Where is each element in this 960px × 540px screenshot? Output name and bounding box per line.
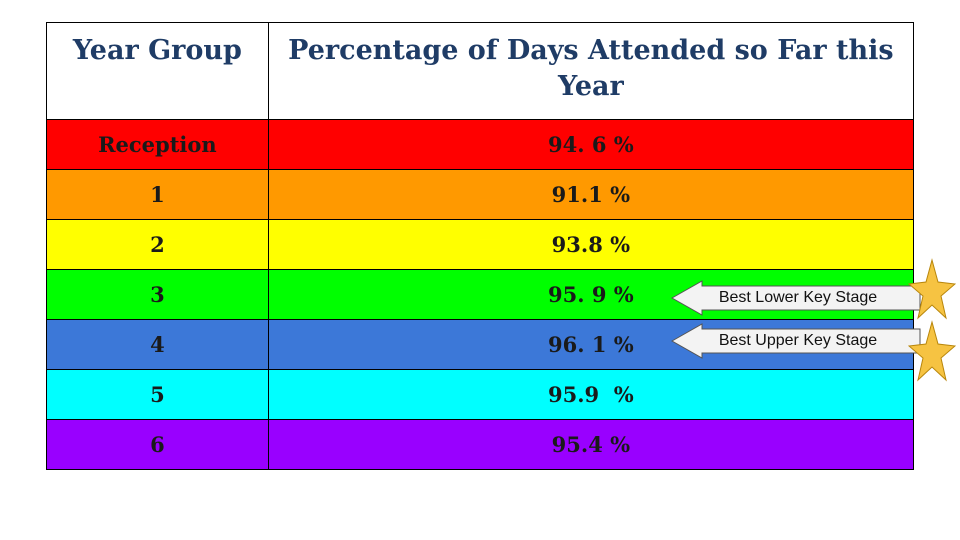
table-row: 5 95.9 % xyxy=(47,370,914,420)
best-lower-key-stage-callout: Best Lower Key Stage xyxy=(670,280,922,316)
table-row: Reception 94. 6 % xyxy=(47,120,914,170)
year-group-cell: 3 xyxy=(47,270,269,320)
table-row: 2 93.8 % xyxy=(47,220,914,270)
callout-label: Best Upper Key Stage xyxy=(718,332,878,349)
star-icon xyxy=(908,258,956,320)
year-group-cell: 5 xyxy=(47,370,269,420)
percentage-value: 93.8 % xyxy=(551,232,631,257)
table-header-row: Year Group Percentage of Days Attended s… xyxy=(47,23,914,120)
percentage-value: 95. 9 % xyxy=(548,282,634,307)
callout-label: Best Lower Key Stage xyxy=(718,289,878,306)
percentage-cell: 94. 6 % xyxy=(268,120,914,170)
year-group-cell: 4 xyxy=(47,320,269,370)
percentage-value: 91.1 % xyxy=(551,182,631,207)
percentage-cell: 95.9 % xyxy=(268,370,914,420)
table-row: 1 91.1 % xyxy=(47,170,914,220)
percentage-value: 95.9 % xyxy=(548,382,634,407)
percentage-value: 94. 6 % xyxy=(548,132,634,157)
percentage-cell: 91.1 % xyxy=(268,170,914,220)
header-percentage: Percentage of Days Attended so Far this … xyxy=(268,23,914,120)
year-group-cell: 1 xyxy=(47,170,269,220)
year-group-cell: 2 xyxy=(47,220,269,270)
year-group-cell: 6 xyxy=(47,420,269,470)
left-arrow-callout-icon xyxy=(670,323,921,359)
year-group-cell: Reception xyxy=(47,120,269,170)
star-icon xyxy=(908,320,956,382)
percentage-cell: 93.8 % xyxy=(268,220,914,270)
percentage-cell: 95.4 % xyxy=(268,420,914,470)
attendance-table: Year Group Percentage of Days Attended s… xyxy=(46,22,914,470)
best-upper-key-stage-callout: Best Upper Key Stage xyxy=(670,323,922,359)
percentage-value: 96. 1 % xyxy=(548,332,634,357)
header-year-group: Year Group xyxy=(47,23,269,120)
percentage-value: 95.4 % xyxy=(551,432,631,457)
left-arrow-callout-icon xyxy=(670,280,921,316)
table-row: 6 95.4 % xyxy=(47,420,914,470)
table-row: 3 95. 9 % xyxy=(47,270,914,320)
